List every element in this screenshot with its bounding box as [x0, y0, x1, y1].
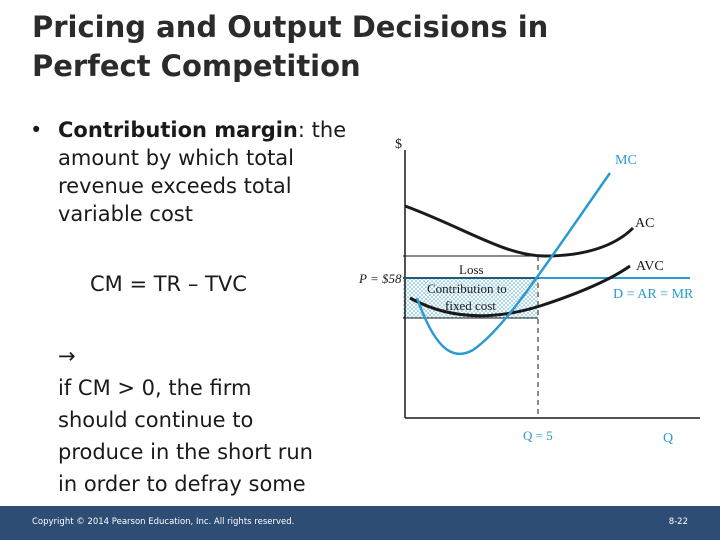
decision-note-text-1: if CM > 0, the firm	[58, 376, 252, 400]
contribution-label-line-1: Contribution to	[427, 281, 507, 296]
price-label: P = $58	[358, 271, 402, 286]
decision-note-line-4: in order to defray some	[58, 472, 306, 496]
bullet-colon: :	[297, 118, 305, 142]
loss-label: Loss	[459, 262, 484, 277]
copyright-text: Copyright © 2014 Pearson Education, Inc.…	[32, 517, 295, 527]
y-axis-label: $	[395, 137, 402, 152]
footer-bar: Copyright © 2014 Pearson Education, Inc.…	[0, 506, 720, 540]
mc-curve	[415, 172, 612, 356]
loss-region	[403, 256, 538, 278]
definition-bullet: • Contribution margin: the amount by whi…	[30, 116, 360, 228]
quantity-label: Q = 5	[523, 428, 553, 443]
mc-label: MC	[615, 153, 637, 168]
x-axis-label: Q	[663, 431, 673, 446]
demand-label: D = AR = MR	[613, 287, 694, 302]
ac-label: AC	[635, 216, 654, 231]
slide-title: Pricing and Output Decisions in Perfect …	[32, 8, 692, 86]
decision-note-line-1: → if CM > 0, the firm	[58, 340, 358, 404]
decision-note-line-3: produce in the short run	[58, 440, 313, 464]
decision-note-line-2: should continue to	[58, 408, 254, 432]
avc-curve	[409, 264, 631, 318]
bullet-definition: the amount by which total revenue exceed…	[58, 118, 347, 226]
bullet-term: Contribution margin	[58, 118, 298, 142]
slide-title-line-2: Perfect Competition	[32, 49, 361, 83]
cm-formula: CM = TR – TVC	[90, 272, 247, 296]
bullet-body: Contribution margin: the amount by which…	[58, 116, 360, 228]
bullet-marker: •	[30, 118, 43, 142]
slide-title-line-1: Pricing and Output Decisions in	[32, 10, 549, 44]
avc-label: AVC	[636, 259, 664, 274]
arrow-icon: →	[58, 344, 76, 368]
page-number: 8-22	[668, 517, 688, 527]
contribution-label-line-2: fixed cost	[445, 298, 496, 313]
cost-curves-diagram: $ Q MC AC AVC D = AR = MR P = $58 Loss C…	[358, 137, 700, 446]
decision-note: → if CM > 0, the firm should continue to…	[58, 340, 358, 532]
ac-curve	[404, 204, 635, 258]
